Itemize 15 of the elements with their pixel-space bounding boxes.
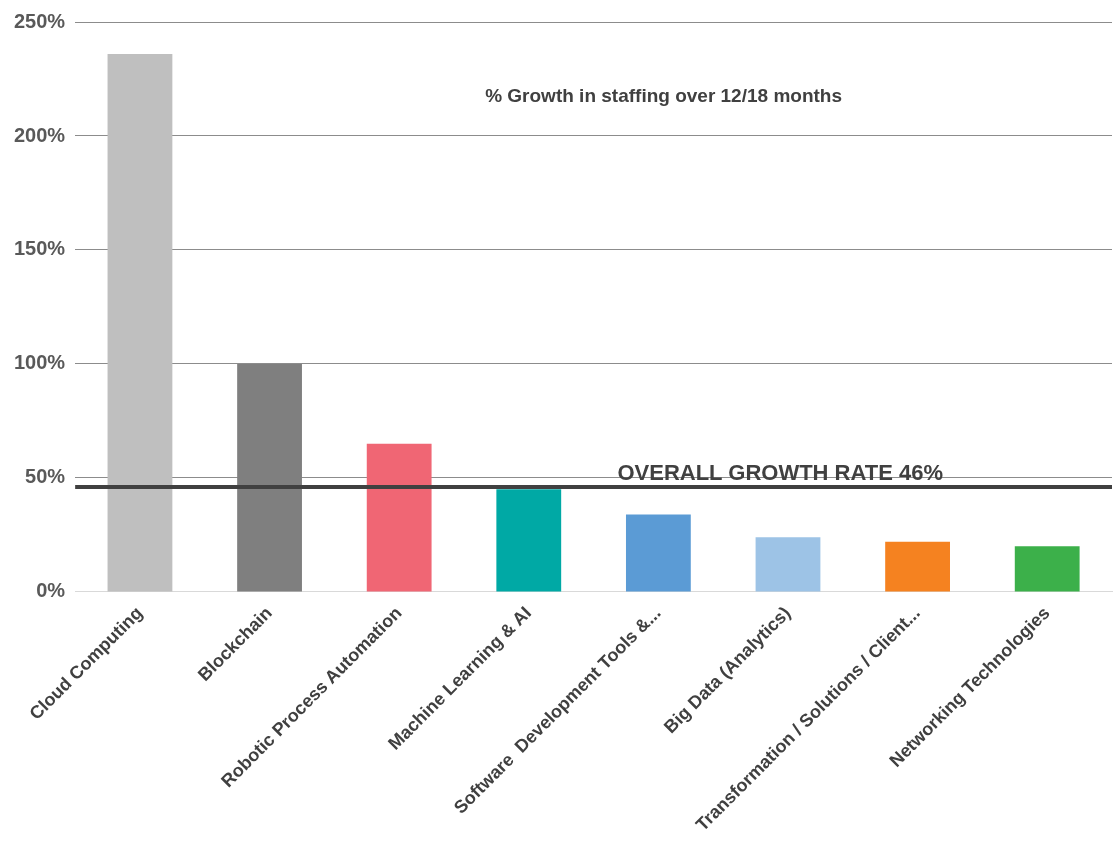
bar [496, 489, 562, 592]
y-tick-label: 0% [36, 579, 66, 602]
bar [237, 363, 302, 592]
bar [1014, 546, 1080, 592]
bar [366, 443, 432, 592]
y-tick-label: 50% [25, 465, 66, 488]
bar [885, 541, 950, 592]
bar [625, 514, 691, 592]
y-tick-label: 250% [14, 9, 66, 32]
y-tick-label: 200% [14, 123, 66, 146]
bar [107, 53, 173, 592]
bar [755, 537, 821, 592]
y-tick-label: 150% [14, 237, 66, 260]
y-tick-label: 100% [14, 351, 66, 374]
text: % Growth in staffing over 12/18 months [485, 85, 842, 107]
